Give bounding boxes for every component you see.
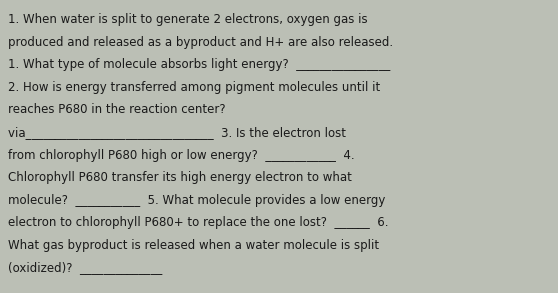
Text: What gas byproduct is released when a water molecule is split: What gas byproduct is released when a wa…	[8, 239, 379, 252]
Text: reaches P680 in the reaction center?: reaches P680 in the reaction center?	[8, 103, 226, 116]
Text: electron to chlorophyll P680+ to replace the one lost?  ______  6.: electron to chlorophyll P680+ to replace…	[8, 216, 389, 229]
Text: 1. What type of molecule absorbs light energy?  ________________: 1. What type of molecule absorbs light e…	[8, 58, 391, 71]
Text: 2. How is energy transferred among pigment molecules until it: 2. How is energy transferred among pigme…	[8, 81, 381, 94]
Text: Chlorophyll P680 transfer its high energy electron to what: Chlorophyll P680 transfer its high energ…	[8, 171, 352, 184]
Text: produced and released as a byproduct and H+ are also released.: produced and released as a byproduct and…	[8, 36, 393, 49]
Text: via________________________________  3. Is the electron lost: via________________________________ 3. I…	[8, 126, 347, 139]
Text: from chlorophyll P680 high or low energy?  ____________  4.: from chlorophyll P680 high or low energy…	[8, 149, 355, 161]
Text: 1. When water is split to generate 2 electrons, oxygen gas is: 1. When water is split to generate 2 ele…	[8, 13, 368, 26]
Text: (oxidized)?  ______________: (oxidized)? ______________	[8, 261, 162, 274]
Text: molecule?  ___________  5. What molecule provides a low energy: molecule? ___________ 5. What molecule p…	[8, 194, 386, 207]
